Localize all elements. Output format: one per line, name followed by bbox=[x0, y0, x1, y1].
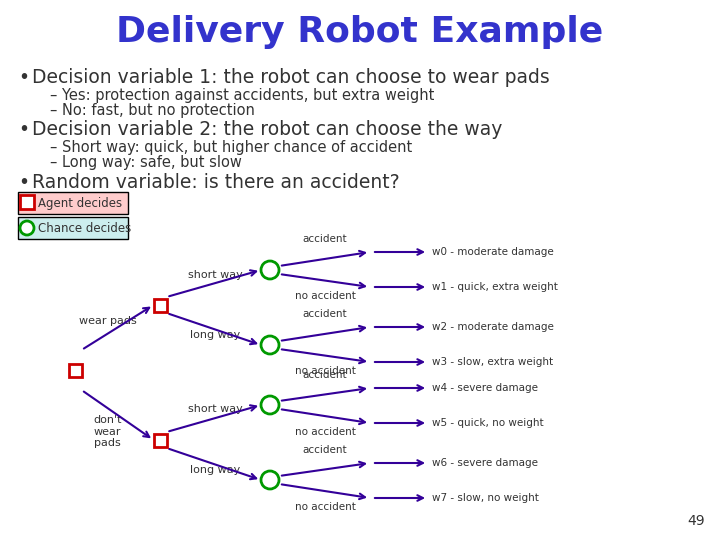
Text: accident: accident bbox=[302, 234, 347, 244]
Text: 49: 49 bbox=[688, 514, 705, 528]
Text: Agent decides: Agent decides bbox=[38, 197, 122, 210]
Text: accident: accident bbox=[302, 370, 347, 380]
Text: w4 - severe damage: w4 - severe damage bbox=[432, 383, 538, 393]
Text: accident: accident bbox=[302, 309, 347, 319]
Text: – No: fast, but no protection: – No: fast, but no protection bbox=[50, 103, 255, 118]
Text: wear pads: wear pads bbox=[78, 315, 136, 326]
Text: – Long way: safe, but slow: – Long way: safe, but slow bbox=[50, 155, 242, 170]
Text: Delivery Robot Example: Delivery Robot Example bbox=[117, 15, 603, 49]
Text: •: • bbox=[18, 68, 29, 87]
Text: Chance decides: Chance decides bbox=[38, 221, 131, 234]
Bar bbox=[20, 195, 34, 209]
Text: no accident: no accident bbox=[294, 502, 356, 512]
Text: w7 - slow, no weight: w7 - slow, no weight bbox=[432, 493, 539, 503]
Text: don't
wear
pads: don't wear pads bbox=[94, 415, 122, 448]
Text: Random variable: is there an accident?: Random variable: is there an accident? bbox=[32, 173, 400, 192]
Text: w6 - severe damage: w6 - severe damage bbox=[432, 458, 538, 468]
Circle shape bbox=[20, 221, 34, 235]
Text: Decision variable 1: the robot can choose to wear pads: Decision variable 1: the robot can choos… bbox=[32, 68, 550, 87]
Text: w1 - quick, extra weight: w1 - quick, extra weight bbox=[432, 282, 558, 292]
Circle shape bbox=[261, 471, 279, 489]
Bar bbox=[18, 192, 128, 214]
Text: w5 - quick, no weight: w5 - quick, no weight bbox=[432, 418, 544, 428]
Text: short way: short way bbox=[188, 404, 243, 415]
Text: w0 - moderate damage: w0 - moderate damage bbox=[432, 247, 554, 257]
Text: – Yes: protection against accidents, but extra weight: – Yes: protection against accidents, but… bbox=[50, 88, 434, 103]
Bar bbox=[18, 217, 128, 239]
Text: •: • bbox=[18, 173, 29, 192]
Text: short way: short way bbox=[188, 269, 243, 280]
Text: w3 - slow, extra weight: w3 - slow, extra weight bbox=[432, 357, 553, 367]
Text: long way: long way bbox=[190, 465, 240, 475]
Text: no accident: no accident bbox=[294, 366, 356, 376]
Text: – Short way: quick, but higher chance of accident: – Short way: quick, but higher chance of… bbox=[50, 140, 413, 155]
Bar bbox=[153, 434, 166, 447]
Circle shape bbox=[261, 261, 279, 279]
Text: w2 - moderate damage: w2 - moderate damage bbox=[432, 322, 554, 332]
Text: Decision variable 2: the robot can choose the way: Decision variable 2: the robot can choos… bbox=[32, 120, 503, 139]
Text: •: • bbox=[18, 120, 29, 139]
Bar bbox=[153, 299, 166, 312]
Text: no accident: no accident bbox=[294, 291, 356, 301]
Text: no accident: no accident bbox=[294, 427, 356, 437]
Text: long way: long way bbox=[190, 330, 240, 340]
Circle shape bbox=[261, 336, 279, 354]
Bar bbox=[68, 363, 81, 376]
Circle shape bbox=[261, 396, 279, 414]
Text: accident: accident bbox=[302, 445, 347, 455]
